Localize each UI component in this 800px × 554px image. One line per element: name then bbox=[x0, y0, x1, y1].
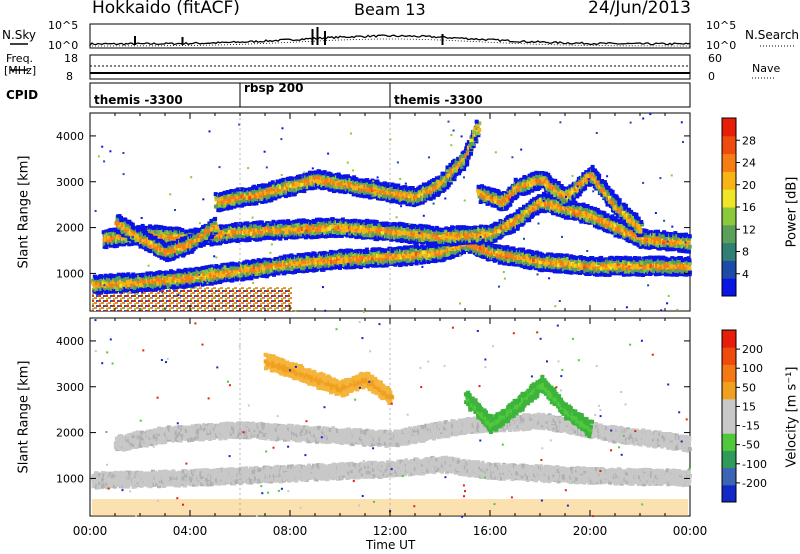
heatmap-cell bbox=[258, 237, 262, 241]
noise-sky-line bbox=[90, 35, 690, 46]
heatmap-cell bbox=[395, 238, 399, 242]
radar-summary-plot: 1000200030004000100020003000400000:00 04:… bbox=[0, 0, 800, 554]
heatmap-cell bbox=[687, 258, 691, 262]
heatmap-cell bbox=[643, 265, 647, 269]
heatmap-cell bbox=[192, 272, 196, 276]
heatmap-cell bbox=[158, 271, 162, 275]
heatmap-cell bbox=[185, 230, 189, 234]
heatmap-cell bbox=[171, 270, 175, 274]
heatmap-cell bbox=[180, 228, 184, 232]
heatmap-cell bbox=[153, 226, 157, 230]
heatmap-cell bbox=[637, 256, 641, 260]
freq-trace bbox=[10, 66, 775, 78]
heatmap-cell bbox=[687, 266, 691, 270]
heatmap-cell bbox=[688, 271, 692, 275]
heatmap-cell bbox=[451, 254, 455, 258]
noise-trace bbox=[10, 27, 795, 47]
freq-panel-frame bbox=[90, 55, 690, 79]
heatmap-cell bbox=[402, 224, 406, 228]
power-heatmap bbox=[91, 113, 692, 313]
heatmap-cell bbox=[366, 264, 370, 268]
heatmap-cell bbox=[186, 284, 190, 288]
heatmap-cell bbox=[499, 261, 503, 265]
